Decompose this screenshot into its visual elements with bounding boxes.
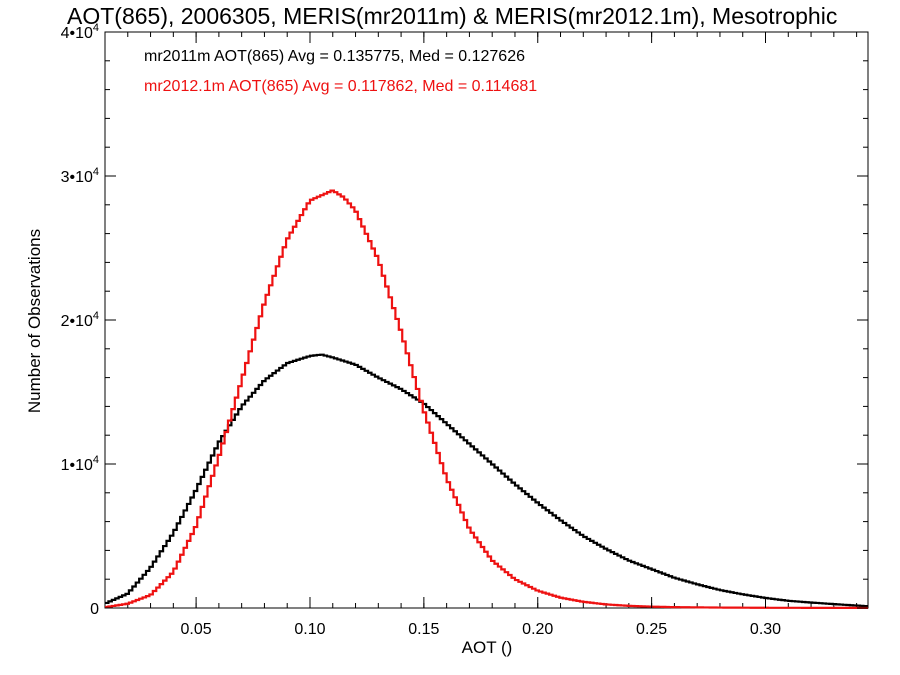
x-tick-label: 0.15 <box>408 621 439 638</box>
plot-frame <box>104 31 869 609</box>
y-axis-title: Number of Observations <box>25 229 44 413</box>
y-tick-label: 4•104 <box>61 22 99 42</box>
x-tick-label: 0.05 <box>181 621 212 638</box>
y-tick-label: 0 <box>90 601 99 618</box>
x-tick-label: 0.10 <box>294 621 325 638</box>
x-tick-label: 0.30 <box>750 621 781 638</box>
x-tick-label: 0.20 <box>522 621 553 638</box>
y-tick-label: 2•104 <box>61 310 99 330</box>
x-axis-title: AOT () <box>462 638 513 657</box>
series-group <box>105 189 868 610</box>
series-line-1 <box>105 353 868 608</box>
x-tick-label: 0.25 <box>636 621 667 638</box>
y-tick-label: 3•104 <box>61 166 99 186</box>
y-ticks: 0 1•104 2•104 3•104 4•104 <box>61 22 868 618</box>
series-line-2 <box>105 189 868 610</box>
chart-title: AOT(865), 2006305, MERIS(mr2011m) & MERI… <box>67 3 837 29</box>
y-tick-label: 1•104 <box>61 454 99 474</box>
annotation-series-2: mr2012.1m AOT(865) Avg = 0.117862, Med =… <box>144 78 537 95</box>
annotation-series-1: mr2011m AOT(865) Avg = 0.135775, Med = 0… <box>144 48 525 65</box>
plot-axes <box>104 31 869 609</box>
x-ticks: 0.05 0.10 0.15 0.20 0.25 0.30 <box>181 32 781 638</box>
